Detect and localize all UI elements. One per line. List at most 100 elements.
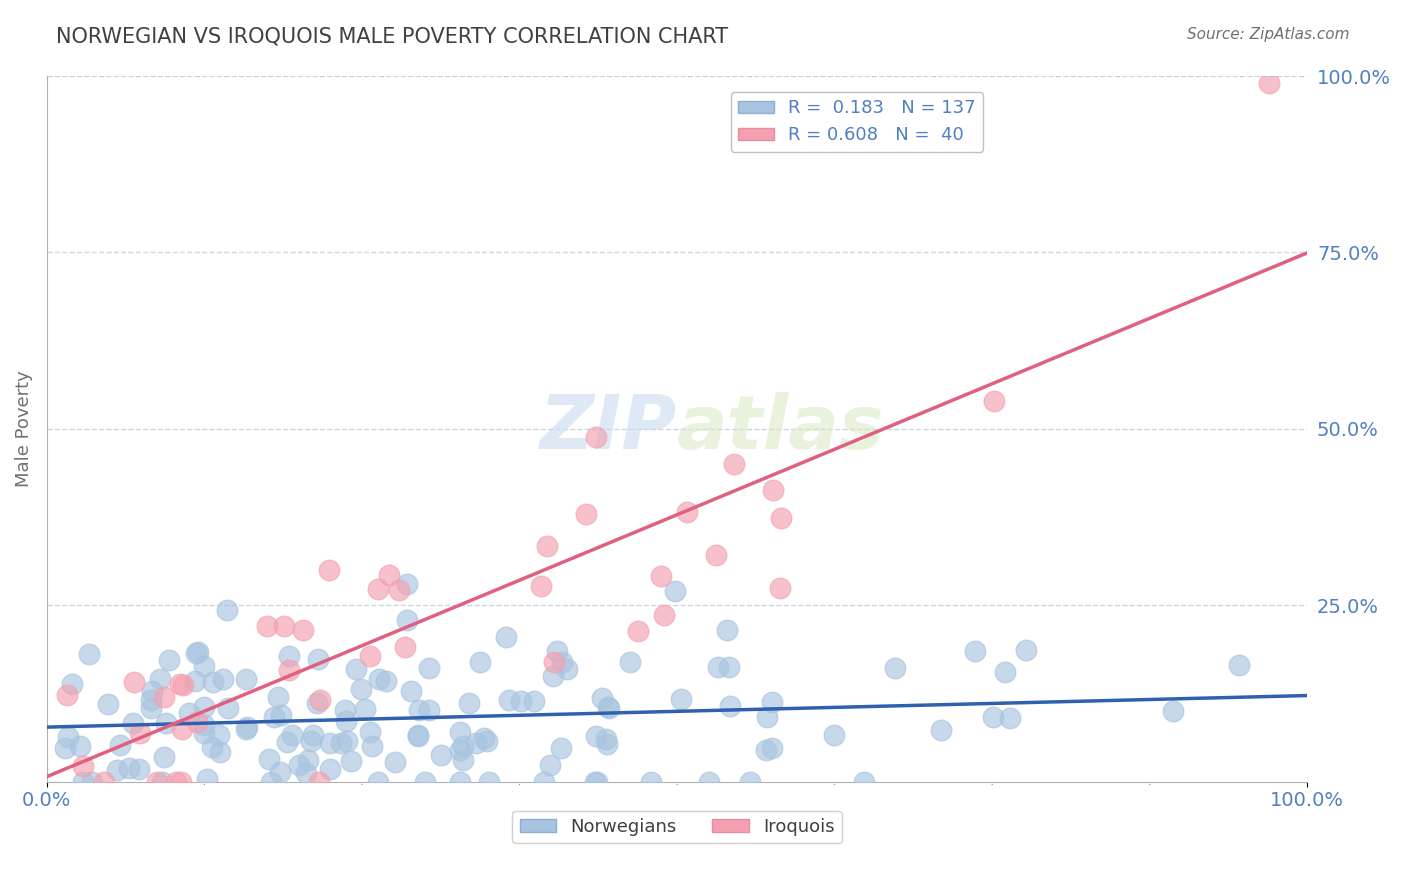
Point xyxy=(58,730,80,744)
Point xyxy=(139,701,162,715)
Point xyxy=(184,646,207,660)
Point xyxy=(394,640,416,655)
Point xyxy=(583,774,606,789)
Point xyxy=(367,582,389,596)
Point xyxy=(307,652,329,666)
Point xyxy=(723,457,745,471)
Point xyxy=(193,658,215,673)
Point xyxy=(273,619,295,633)
Point xyxy=(307,696,329,710)
Point xyxy=(105,764,128,778)
Point xyxy=(72,759,94,773)
Legend: Norwegians, Iroquois: Norwegians, Iroquois xyxy=(512,811,842,843)
Point xyxy=(108,738,131,752)
Point xyxy=(256,619,278,633)
Point xyxy=(640,774,662,789)
Point xyxy=(169,676,191,690)
Point xyxy=(413,774,436,789)
Point xyxy=(669,691,692,706)
Point xyxy=(183,674,205,689)
Point xyxy=(408,729,430,743)
Point xyxy=(217,700,239,714)
Point xyxy=(277,648,299,663)
Point xyxy=(270,708,292,723)
Point xyxy=(430,747,453,762)
Point xyxy=(195,772,218,786)
Point xyxy=(80,774,103,789)
Point xyxy=(128,725,150,739)
Point xyxy=(336,734,359,748)
Y-axis label: Male Poverty: Male Poverty xyxy=(15,370,32,487)
Point xyxy=(591,690,613,705)
Point xyxy=(716,624,738,638)
Point xyxy=(536,539,558,553)
Point xyxy=(368,673,391,687)
Point xyxy=(260,774,283,789)
Point xyxy=(299,734,322,748)
Point xyxy=(595,732,617,747)
Point xyxy=(408,703,430,717)
Point xyxy=(533,774,555,789)
Point xyxy=(449,774,471,789)
Point xyxy=(193,726,215,740)
Point xyxy=(297,753,319,767)
Point xyxy=(740,774,762,789)
Point xyxy=(619,655,641,669)
Point xyxy=(981,710,1004,724)
Point xyxy=(153,690,176,705)
Point xyxy=(762,483,785,497)
Point xyxy=(704,548,727,562)
Point xyxy=(295,765,318,780)
Point xyxy=(541,669,564,683)
Point xyxy=(998,711,1021,725)
Point xyxy=(451,739,474,753)
Point xyxy=(319,736,342,750)
Point xyxy=(755,710,778,724)
Point xyxy=(201,740,224,755)
Point xyxy=(627,624,650,639)
Point xyxy=(193,718,215,732)
Point xyxy=(395,576,418,591)
Point xyxy=(963,644,986,658)
Point xyxy=(464,736,486,750)
Point xyxy=(1161,704,1184,718)
Point xyxy=(498,693,520,707)
Point xyxy=(449,743,471,757)
Point xyxy=(475,734,498,748)
Point xyxy=(478,774,501,789)
Point xyxy=(79,647,101,661)
Point xyxy=(375,673,398,688)
Point xyxy=(350,681,373,696)
Point xyxy=(523,694,546,708)
Point xyxy=(287,758,309,772)
Point xyxy=(263,710,285,724)
Point xyxy=(344,662,367,676)
Point xyxy=(170,774,193,789)
Point xyxy=(193,700,215,714)
Point xyxy=(824,728,846,742)
Point xyxy=(755,743,778,757)
Point xyxy=(266,690,288,705)
Point xyxy=(596,700,619,714)
Point xyxy=(93,774,115,789)
Point xyxy=(884,661,907,675)
Point xyxy=(395,613,418,627)
Point xyxy=(269,765,291,780)
Point xyxy=(495,630,517,644)
Point xyxy=(172,722,194,736)
Point xyxy=(449,725,471,739)
Point xyxy=(187,645,209,659)
Point xyxy=(387,583,409,598)
Point xyxy=(551,655,574,669)
Point xyxy=(208,728,231,742)
Point xyxy=(353,702,375,716)
Point xyxy=(281,728,304,742)
Point xyxy=(598,700,620,714)
Point xyxy=(929,723,952,737)
Point xyxy=(60,676,83,690)
Point xyxy=(309,693,332,707)
Point xyxy=(141,684,163,698)
Point xyxy=(994,665,1017,680)
Point xyxy=(585,430,607,444)
Point xyxy=(277,663,299,677)
